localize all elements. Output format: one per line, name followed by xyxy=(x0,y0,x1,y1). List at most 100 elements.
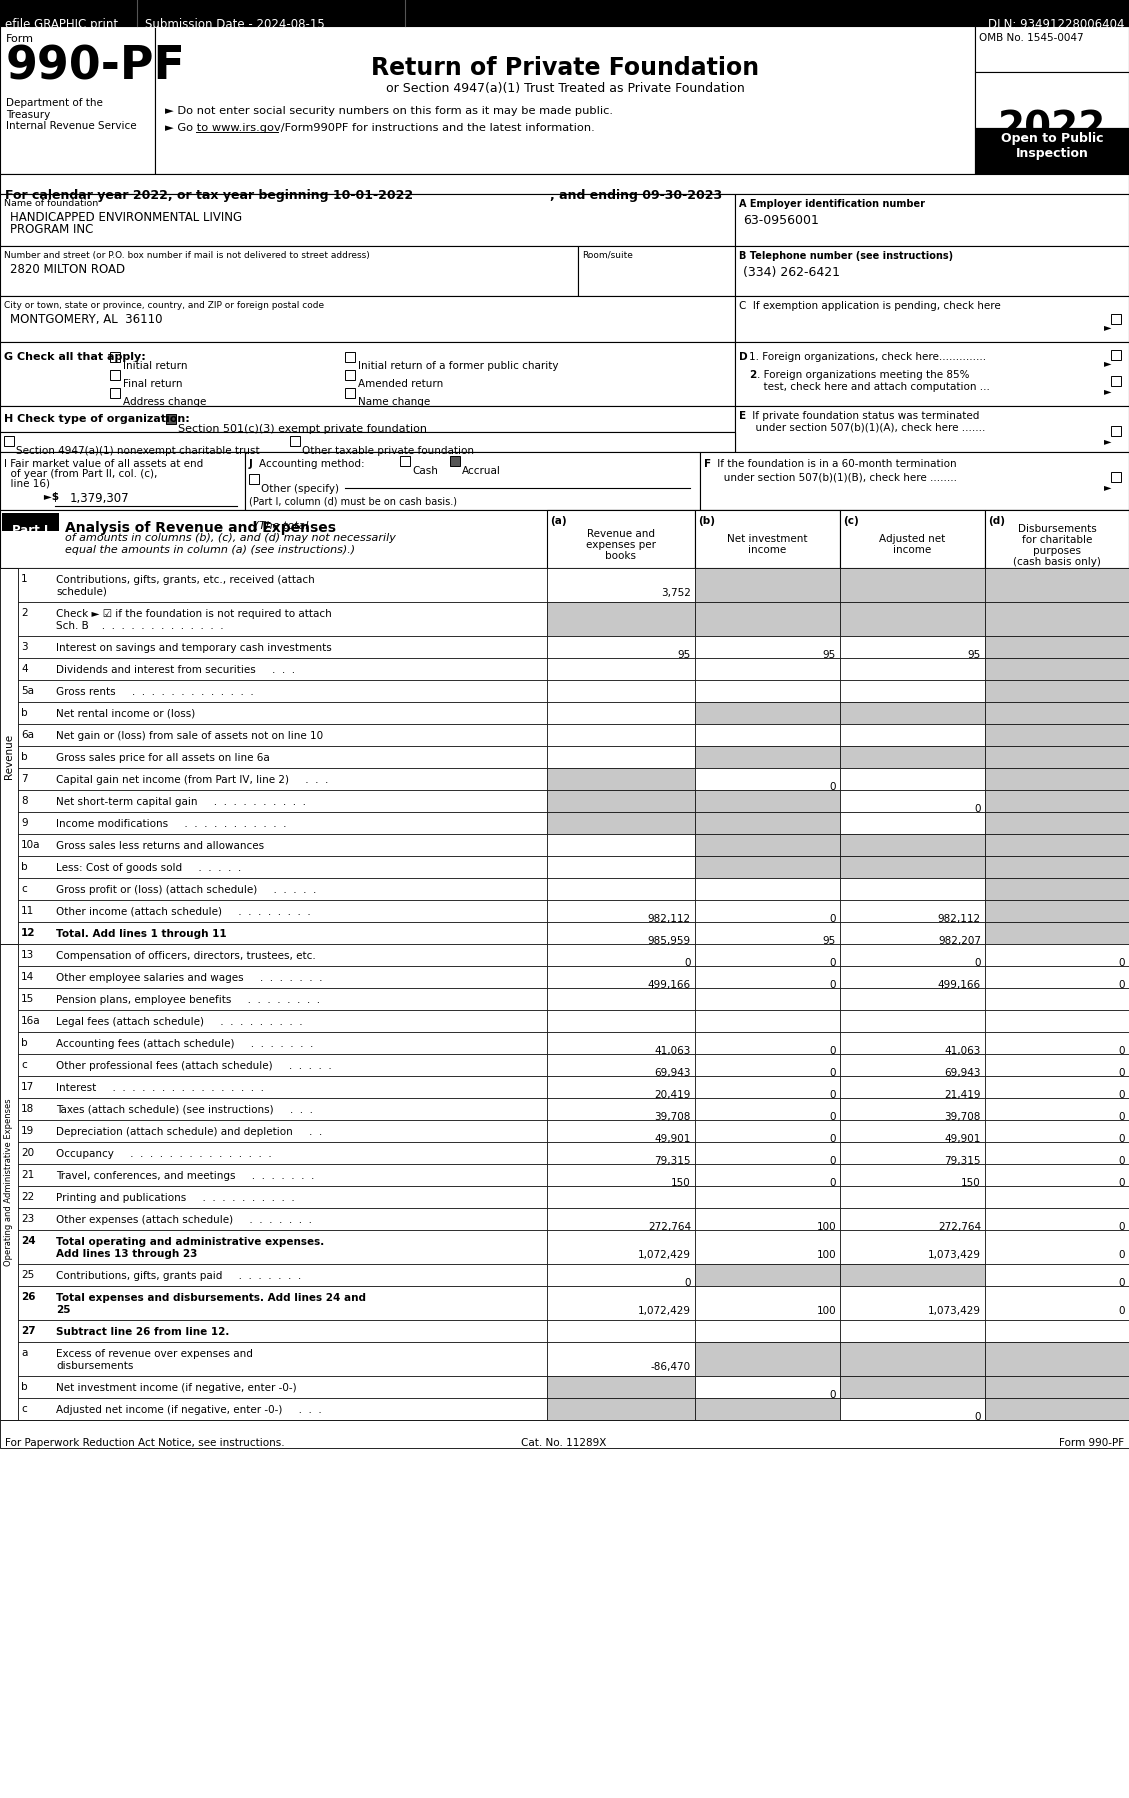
Text: 95: 95 xyxy=(968,651,981,660)
Bar xyxy=(546,746,695,768)
Text: C  If exemption application is pending, check here: C If exemption application is pending, c… xyxy=(739,300,1000,311)
Text: Total. Add lines 1 through 11: Total. Add lines 1 through 11 xyxy=(56,930,227,939)
Bar xyxy=(18,602,546,636)
Text: (a): (a) xyxy=(550,516,567,527)
Text: For Paperwork Reduction Act Notice, see instructions.: For Paperwork Reduction Act Notice, see … xyxy=(5,1438,285,1447)
Text: MONTGOMERY, AL  36110: MONTGOMERY, AL 36110 xyxy=(10,313,163,325)
Bar xyxy=(546,944,695,966)
Bar xyxy=(546,922,695,944)
Bar xyxy=(1111,351,1121,360)
Text: 0: 0 xyxy=(830,913,835,924)
Text: J: J xyxy=(250,458,256,469)
Bar xyxy=(245,451,700,511)
Text: 20,419: 20,419 xyxy=(655,1090,691,1100)
Text: 0: 0 xyxy=(1119,1111,1124,1122)
Bar xyxy=(840,856,984,877)
Bar xyxy=(975,128,1129,174)
Text: ►: ► xyxy=(1104,358,1111,369)
Bar xyxy=(18,789,546,813)
Text: 49,901: 49,901 xyxy=(655,1135,691,1144)
Bar xyxy=(0,246,578,297)
Bar xyxy=(695,877,840,901)
Bar xyxy=(984,1187,1129,1208)
Text: Other income (attach schedule)     .  .  .  .  .  .  .  .: Other income (attach schedule) . . . . .… xyxy=(56,906,310,917)
Text: Excess of revenue over expenses and: Excess of revenue over expenses and xyxy=(56,1348,253,1359)
Bar xyxy=(546,987,695,1010)
Text: 19: 19 xyxy=(21,1126,34,1136)
Text: 499,166: 499,166 xyxy=(938,980,981,991)
Text: 982,207: 982,207 xyxy=(938,937,981,946)
Bar xyxy=(546,1375,695,1399)
Text: 0: 0 xyxy=(830,1111,835,1122)
Text: Net investment income (if negative, enter -0-): Net investment income (if negative, ente… xyxy=(56,1383,297,1393)
Text: If private foundation status was terminated: If private foundation status was termina… xyxy=(749,412,979,421)
Text: 2820 MILTON ROAD: 2820 MILTON ROAD xyxy=(10,263,125,277)
Text: (The total: (The total xyxy=(251,521,308,530)
Text: (Part I, column (d) must be on cash basis.): (Part I, column (d) must be on cash basi… xyxy=(250,496,457,505)
Text: 0: 0 xyxy=(684,1278,691,1287)
Bar xyxy=(984,658,1129,680)
Text: Depreciation (attach schedule) and depletion     .  .: Depreciation (attach schedule) and deple… xyxy=(56,1127,322,1136)
Bar xyxy=(0,451,245,511)
Bar xyxy=(0,432,735,451)
Bar xyxy=(18,680,546,701)
Bar xyxy=(840,1120,984,1142)
Bar xyxy=(546,1032,695,1054)
Bar xyxy=(695,746,840,768)
Bar xyxy=(546,1264,695,1286)
Text: 1,072,429: 1,072,429 xyxy=(638,1305,691,1316)
Text: c: c xyxy=(21,885,27,894)
Bar xyxy=(0,0,1129,25)
Text: 17: 17 xyxy=(21,1082,34,1091)
Bar xyxy=(840,658,984,680)
Text: 0: 0 xyxy=(1119,1068,1124,1079)
Bar xyxy=(840,768,984,789)
Bar xyxy=(18,856,546,877)
Text: 150: 150 xyxy=(961,1178,981,1188)
Text: 79,315: 79,315 xyxy=(945,1156,981,1165)
Text: 0: 0 xyxy=(830,958,835,967)
Bar xyxy=(1111,376,1121,387)
Text: Gross rents     .  .  .  .  .  .  .  .  .  .  .  .  .: Gross rents . . . . . . . . . . . . . xyxy=(56,687,254,698)
Text: 0: 0 xyxy=(1119,1250,1124,1260)
Text: Check ► ☑ if the foundation is not required to attach: Check ► ☑ if the foundation is not requi… xyxy=(56,610,332,619)
Text: (c): (c) xyxy=(843,516,859,527)
Text: -86,470: -86,470 xyxy=(651,1363,691,1372)
Text: 0: 0 xyxy=(1119,1278,1124,1287)
Bar xyxy=(0,297,735,342)
Bar xyxy=(110,388,120,397)
Bar xyxy=(840,922,984,944)
Bar xyxy=(695,1264,840,1286)
Bar xyxy=(18,1163,546,1187)
Bar xyxy=(18,987,546,1010)
Bar xyxy=(546,1286,695,1320)
Text: 0: 0 xyxy=(830,1068,835,1079)
Text: 3,752: 3,752 xyxy=(662,588,691,599)
Bar xyxy=(546,1120,695,1142)
Bar xyxy=(840,901,984,922)
Text: for charitable: for charitable xyxy=(1022,536,1092,545)
Bar xyxy=(695,1399,840,1420)
Bar xyxy=(695,987,840,1010)
Text: 0: 0 xyxy=(830,1156,835,1165)
Bar xyxy=(840,1320,984,1341)
Text: ► Do not enter social security numbers on this form as it may be made public.: ► Do not enter social security numbers o… xyxy=(165,106,613,117)
Text: 26: 26 xyxy=(21,1293,35,1302)
Bar xyxy=(18,1032,546,1054)
Bar xyxy=(2,512,59,530)
Text: 272,764: 272,764 xyxy=(648,1223,691,1232)
Text: 0: 0 xyxy=(974,958,981,967)
Text: Contributions, gifts, grants, etc., received (attach: Contributions, gifts, grants, etc., rece… xyxy=(56,575,315,584)
Bar xyxy=(18,966,546,987)
Text: of amounts in columns (b), (c), and (d) may not necessarily: of amounts in columns (b), (c), and (d) … xyxy=(65,532,396,543)
Text: Analysis of Revenue and Expenses: Analysis of Revenue and Expenses xyxy=(65,521,336,536)
Text: B Telephone number (see instructions): B Telephone number (see instructions) xyxy=(739,252,953,261)
Bar xyxy=(546,568,695,602)
Text: Other taxable private foundation: Other taxable private foundation xyxy=(301,446,474,457)
Text: 11: 11 xyxy=(21,906,34,915)
Bar xyxy=(110,370,120,379)
Text: Form: Form xyxy=(6,34,34,43)
Bar xyxy=(695,636,840,658)
Bar xyxy=(840,746,984,768)
Bar xyxy=(18,901,546,922)
